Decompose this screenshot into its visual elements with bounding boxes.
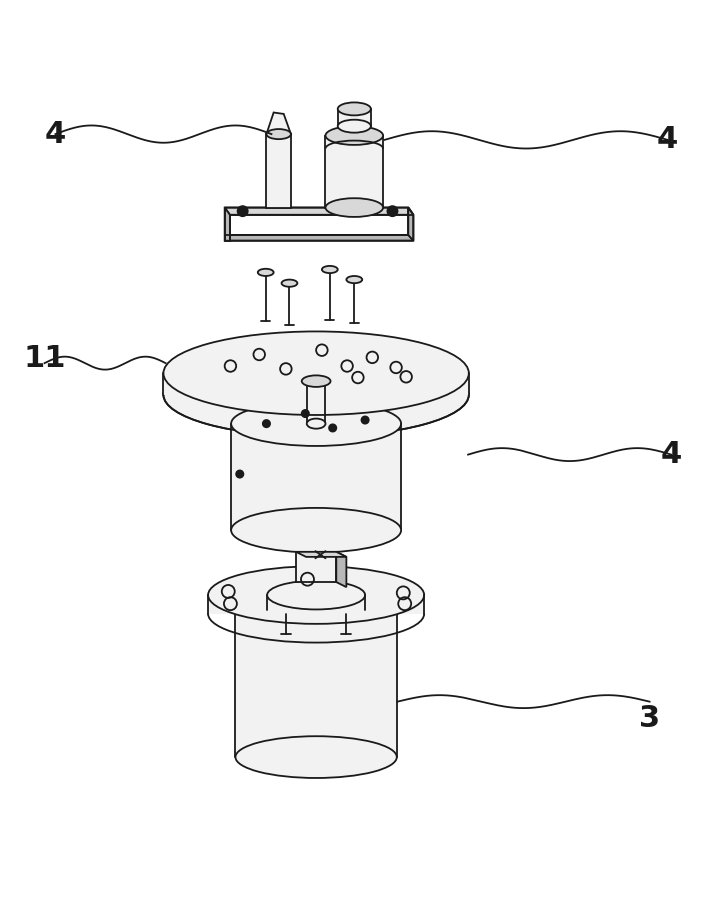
Polygon shape: [296, 552, 346, 557]
Ellipse shape: [325, 198, 383, 216]
Circle shape: [236, 471, 244, 478]
Polygon shape: [267, 134, 291, 207]
Text: 4: 4: [45, 120, 66, 149]
Ellipse shape: [325, 126, 383, 145]
Ellipse shape: [236, 736, 397, 778]
Ellipse shape: [231, 508, 401, 553]
Ellipse shape: [267, 129, 291, 139]
Polygon shape: [296, 552, 336, 582]
Text: 4: 4: [661, 440, 682, 469]
Polygon shape: [225, 207, 414, 215]
Ellipse shape: [307, 419, 325, 428]
Polygon shape: [408, 207, 414, 241]
Ellipse shape: [281, 280, 297, 287]
Polygon shape: [225, 235, 414, 241]
Polygon shape: [336, 552, 346, 587]
Ellipse shape: [163, 353, 469, 437]
Polygon shape: [225, 207, 230, 241]
Circle shape: [301, 410, 309, 417]
Circle shape: [362, 417, 369, 424]
Ellipse shape: [236, 593, 397, 635]
Ellipse shape: [322, 266, 338, 273]
Text: 4: 4: [657, 125, 678, 154]
Ellipse shape: [346, 276, 362, 283]
Ellipse shape: [301, 375, 330, 387]
Polygon shape: [163, 373, 469, 395]
Polygon shape: [267, 113, 291, 134]
Circle shape: [388, 207, 398, 216]
Circle shape: [263, 420, 270, 428]
Ellipse shape: [208, 566, 424, 624]
Circle shape: [238, 207, 248, 216]
Text: 3: 3: [639, 704, 660, 733]
Ellipse shape: [338, 103, 371, 115]
Text: 11: 11: [23, 345, 66, 373]
Ellipse shape: [258, 269, 273, 276]
Ellipse shape: [268, 581, 365, 610]
Polygon shape: [231, 424, 401, 530]
Polygon shape: [325, 135, 383, 207]
Circle shape: [329, 424, 336, 431]
Polygon shape: [225, 207, 230, 235]
Ellipse shape: [338, 120, 371, 133]
Polygon shape: [208, 595, 424, 613]
Ellipse shape: [231, 401, 401, 446]
Polygon shape: [236, 613, 397, 757]
Polygon shape: [338, 109, 371, 126]
Ellipse shape: [163, 331, 469, 415]
